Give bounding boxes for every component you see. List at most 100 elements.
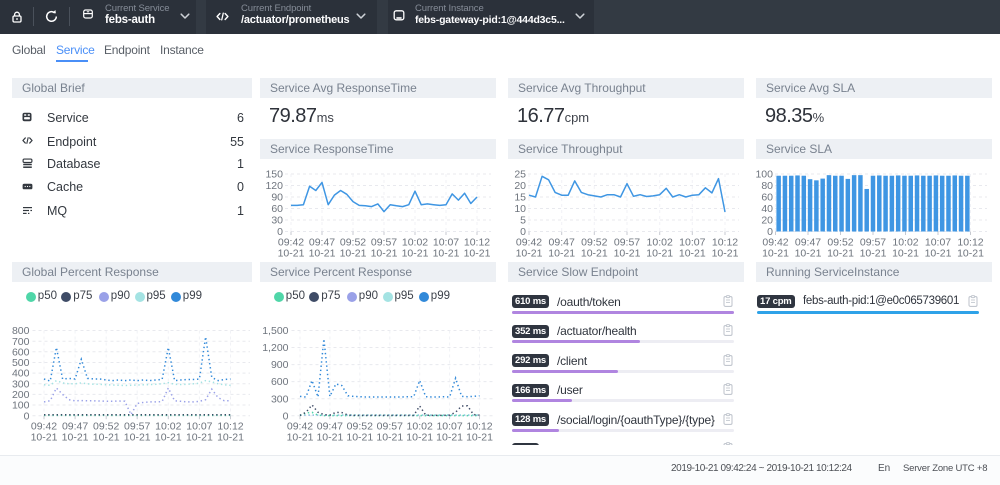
svg-text:10:02: 10:02 [155, 421, 181, 433]
svg-text:600: 600 [12, 346, 30, 358]
svg-text:10-21: 10-21 [516, 248, 543, 259]
svg-text:800: 800 [12, 326, 30, 337]
svg-text:10-21: 10-21 [436, 432, 463, 444]
svg-text:600: 600 [271, 376, 289, 388]
svg-text:10-21: 10-21 [827, 248, 854, 259]
svg-text:700: 700 [12, 336, 30, 348]
svg-text:10-21: 10-21 [376, 432, 403, 444]
svg-text:500: 500 [12, 357, 30, 369]
svg-text:10-21: 10-21 [892, 248, 919, 259]
svg-text:10-21: 10-21 [712, 248, 739, 259]
svg-text:10:12: 10:12 [464, 237, 490, 249]
svg-text:200: 200 [12, 389, 30, 401]
svg-text:10-21: 10-21 [795, 248, 822, 259]
svg-text:09:57: 09:57 [124, 421, 150, 433]
svg-text:09:52: 09:52 [340, 237, 366, 249]
svg-text:10-21: 10-21 [762, 248, 789, 259]
svg-text:10:07: 10:07 [679, 237, 705, 249]
svg-text:10:12: 10:12 [217, 421, 243, 433]
svg-text:150: 150 [265, 169, 283, 181]
svg-text:10-21: 10-21 [62, 432, 89, 444]
svg-text:10-21: 10-21 [287, 432, 314, 444]
svg-text:10-21: 10-21 [406, 432, 433, 444]
svg-text:09:57: 09:57 [371, 237, 397, 249]
svg-text:10-21: 10-21 [155, 432, 182, 444]
svg-text:10:12: 10:12 [957, 237, 983, 249]
svg-text:10-21: 10-21 [316, 432, 343, 444]
svg-text:10-21: 10-21 [433, 248, 460, 259]
svg-text:25: 25 [514, 169, 526, 181]
svg-text:0: 0 [24, 410, 30, 422]
svg-text:10-21: 10-21 [186, 432, 213, 444]
svg-text:09:52: 09:52 [347, 421, 373, 433]
svg-text:10-21: 10-21 [925, 248, 952, 259]
svg-text:09:42: 09:42 [762, 237, 788, 249]
svg-text:10-21: 10-21 [548, 248, 575, 259]
svg-text:0: 0 [767, 226, 773, 238]
svg-text:10-21: 10-21 [466, 432, 493, 444]
svg-text:90: 90 [271, 192, 283, 204]
svg-text:10:02: 10:02 [892, 237, 918, 249]
svg-text:400: 400 [12, 368, 30, 380]
svg-text:10-21: 10-21 [31, 432, 58, 444]
svg-text:09:42: 09:42 [516, 237, 542, 249]
svg-text:10-21: 10-21 [860, 248, 887, 259]
svg-text:10-21: 10-21 [581, 248, 608, 259]
svg-text:09:47: 09:47 [62, 421, 88, 433]
svg-text:10-21: 10-21 [957, 248, 984, 259]
svg-text:09:52: 09:52 [827, 237, 853, 249]
svg-text:0: 0 [277, 226, 283, 238]
svg-text:09:52: 09:52 [93, 421, 119, 433]
svg-text:10-21: 10-21 [93, 432, 120, 444]
svg-text:10-21: 10-21 [464, 248, 491, 259]
svg-text:20: 20 [761, 215, 773, 227]
svg-text:80: 80 [761, 180, 773, 192]
svg-text:30: 30 [271, 215, 283, 227]
svg-text:1,500: 1,500 [262, 326, 288, 337]
svg-text:09:47: 09:47 [309, 237, 335, 249]
svg-text:09:42: 09:42 [31, 421, 57, 433]
svg-text:5: 5 [520, 215, 526, 227]
svg-text:10:07: 10:07 [436, 421, 462, 433]
svg-text:10:02: 10:02 [402, 237, 428, 249]
svg-text:09:47: 09:47 [795, 237, 821, 249]
svg-text:900: 900 [271, 359, 289, 371]
svg-text:09:52: 09:52 [581, 237, 607, 249]
svg-text:100: 100 [756, 169, 773, 181]
svg-text:0: 0 [283, 410, 289, 422]
svg-text:09:47: 09:47 [317, 421, 343, 433]
svg-text:09:42: 09:42 [287, 421, 313, 433]
svg-text:09:57: 09:57 [377, 421, 403, 433]
svg-text:120: 120 [265, 180, 283, 192]
svg-text:10:12: 10:12 [466, 421, 492, 433]
svg-text:100: 100 [12, 400, 30, 412]
svg-text:10:02: 10:02 [407, 421, 433, 433]
svg-text:10-21: 10-21 [217, 432, 244, 444]
svg-text:1,200: 1,200 [262, 342, 288, 354]
svg-text:10-21: 10-21 [646, 248, 673, 259]
svg-text:09:57: 09:57 [614, 237, 640, 249]
svg-text:10-21: 10-21 [124, 432, 151, 444]
svg-text:10-21: 10-21 [309, 248, 336, 259]
svg-text:10:07: 10:07 [186, 421, 212, 433]
svg-text:09:47: 09:47 [549, 237, 575, 249]
svg-text:10: 10 [514, 203, 526, 215]
svg-text:20: 20 [514, 180, 526, 192]
svg-text:15: 15 [514, 192, 526, 204]
svg-text:09:42: 09:42 [278, 237, 304, 249]
svg-text:10-21: 10-21 [371, 248, 398, 259]
svg-text:300: 300 [271, 393, 289, 405]
svg-text:0: 0 [520, 226, 526, 238]
svg-text:09:57: 09:57 [860, 237, 886, 249]
svg-text:10-21: 10-21 [278, 248, 305, 259]
svg-text:10:07: 10:07 [925, 237, 951, 249]
svg-text:10-21: 10-21 [402, 248, 429, 259]
svg-text:10:07: 10:07 [433, 237, 459, 249]
svg-text:60: 60 [761, 192, 773, 204]
svg-text:300: 300 [12, 378, 30, 390]
svg-text:10-21: 10-21 [679, 248, 706, 259]
svg-text:60: 60 [271, 203, 283, 215]
svg-text:10-21: 10-21 [346, 432, 373, 444]
svg-text:10-21: 10-21 [340, 248, 367, 259]
svg-text:40: 40 [761, 203, 773, 215]
